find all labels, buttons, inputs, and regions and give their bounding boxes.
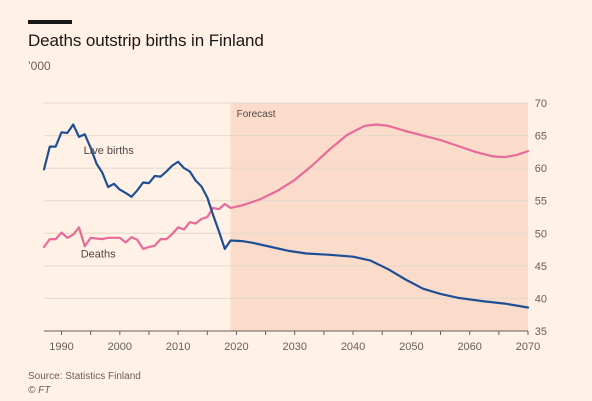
x-tick-label: 2070 xyxy=(516,341,540,353)
x-tick-label: 2050 xyxy=(399,341,423,353)
live-births-series-label: Live births xyxy=(84,145,135,157)
y-tick-label: 50 xyxy=(535,228,547,240)
y-tick-label: 55 xyxy=(535,196,547,208)
deaths-line xyxy=(42,123,530,250)
chart-unit-label: ’000 xyxy=(28,59,51,73)
credit-note: © FT xyxy=(28,385,51,396)
y-tick-label: 35 xyxy=(535,326,547,338)
deaths-series-label: Deaths xyxy=(81,248,116,260)
y-axis: 35 40 45 50 55 60 65 70 xyxy=(535,98,547,338)
x-tick-label: 2060 xyxy=(457,341,481,353)
x-tick-label: 2010 xyxy=(166,341,190,353)
series-label-group: Live births Deaths xyxy=(81,145,135,261)
y-tick-label: 40 xyxy=(535,293,547,305)
forecast-band-group: Forecast xyxy=(230,103,528,331)
chart-title: Deaths outstrip births in Finland xyxy=(28,31,264,50)
y-tick-label: 45 xyxy=(535,261,547,273)
series-group xyxy=(42,123,530,309)
title-accent-bar xyxy=(28,20,72,24)
forecast-band xyxy=(230,103,528,331)
forecast-label: Forecast xyxy=(237,109,276,120)
x-tick-label: 1990 xyxy=(49,341,73,353)
x-tick-label: 2000 xyxy=(108,341,132,353)
y-tick-label: 70 xyxy=(535,98,547,110)
y-tick-label: 65 xyxy=(535,131,547,143)
x-tick-label: 2030 xyxy=(283,341,307,353)
source-note: Source: Statistics Finland xyxy=(28,371,141,382)
y-tick-label: 60 xyxy=(535,163,547,175)
x-axis: 1990 2000 2010 2020 2030 2040 2050 2060 2070 xyxy=(44,330,540,353)
x-tick-label: 2040 xyxy=(341,341,365,353)
live-births-line xyxy=(42,123,530,309)
x-tick-label: 2020 xyxy=(224,341,248,353)
